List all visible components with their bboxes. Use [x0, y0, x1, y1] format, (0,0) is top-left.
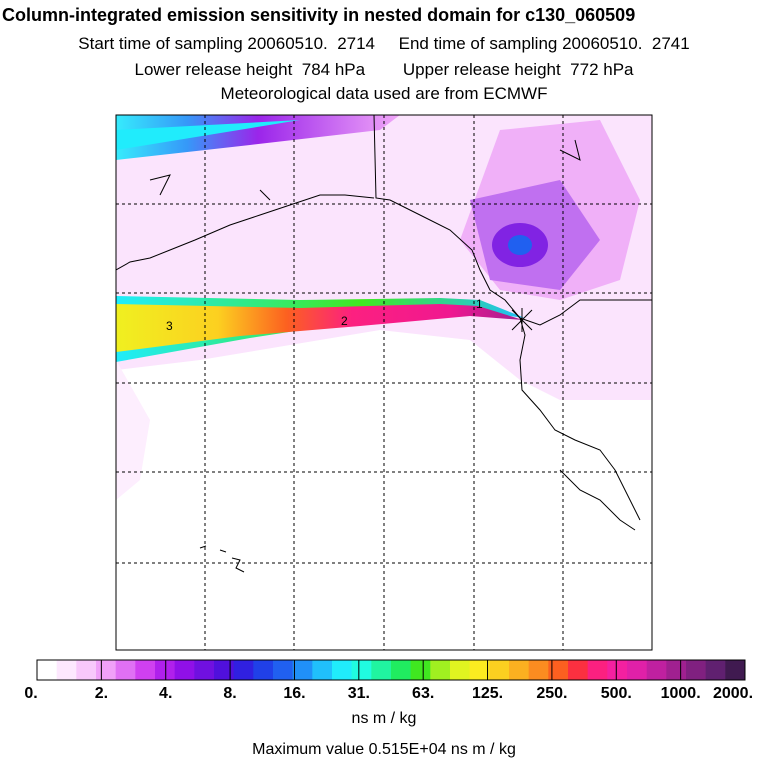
colorbar-swatch: [214, 660, 235, 680]
colorbar-swatch: [76, 660, 97, 680]
contour-label-3: 3: [166, 319, 173, 333]
receptor-x-marker: [511, 308, 533, 332]
colorbar-swatch: [155, 660, 176, 680]
colorbar-swatch: [646, 660, 667, 680]
colorbar-tick-label: 8.: [223, 685, 237, 702]
colorbar-swatch: [469, 660, 490, 680]
met-data-source: Meteorological data used are from ECMWF: [220, 84, 548, 103]
colorbar: [37, 660, 746, 680]
colorbar-swatch: [450, 660, 471, 680]
colorbar-swatch: [528, 660, 549, 680]
contour-label-2: 2: [341, 314, 348, 328]
colorbar-swatch: [371, 660, 392, 680]
colorbar-swatch: [725, 660, 746, 680]
colorbar-swatch: [587, 660, 608, 680]
colorbar-tick-label: 125.: [471, 685, 504, 702]
colorbar-swatch: [194, 660, 215, 680]
colorbar-swatch: [430, 660, 451, 680]
colorbar-tick-label: 500.: [600, 685, 632, 702]
colorbar-frame: [36, 659, 746, 681]
colorbar-tick-label: 4.: [159, 685, 173, 702]
colorbar-swatch: [548, 660, 569, 680]
colorbar-swatch: [410, 660, 431, 680]
colorbar-tick-label: 31.: [347, 685, 370, 702]
colorbar-swatch: [509, 660, 530, 680]
colorbar-swatch: [607, 660, 628, 680]
colorbar-swatch: [37, 660, 58, 680]
contour-label-1: 1: [476, 297, 483, 311]
colorbar-tick-label: 16.: [283, 685, 306, 702]
colorbar-swatch: [705, 660, 726, 680]
plot-title: Column-integrated emission sensitivity i…: [2, 5, 636, 25]
colorbar-tick-label: 2000.: [712, 685, 754, 702]
colorbar-swatch: [391, 660, 412, 680]
colorbar-swatch: [292, 660, 313, 680]
colorbar-tick-label: 0.: [24, 685, 38, 702]
colorbar-swatch: [627, 660, 648, 680]
colorbar-swatch: [686, 660, 707, 680]
colorbar-swatch: [489, 660, 510, 680]
colorbar-swatch: [568, 660, 589, 680]
colorbar-tick-label: 63.: [412, 685, 435, 702]
colorbar-swatch: [312, 660, 333, 680]
colorbar-swatch: [233, 660, 254, 680]
colorbar-swatch: [115, 660, 136, 680]
colorbar-tick-label: 1000.: [660, 685, 701, 702]
colorbar-swatch: [332, 660, 353, 680]
colorbar-swatch: [135, 660, 156, 680]
colorbar-tick-label: 250.: [536, 685, 568, 702]
lat-lon-grid: [116, 115, 652, 650]
colorbar-swatch: [96, 660, 117, 680]
colorbar-unit: ns m / kg: [351, 710, 417, 727]
colorbar-swatch: [56, 660, 77, 680]
sampling-times: Start time of sampling 20060510. 2714 En…: [78, 34, 690, 53]
maximum-value: Maximum value 0.515E+04 ns m / kg: [252, 741, 516, 758]
colorbar-tick-label: 2.: [94, 685, 109, 702]
colorbar-swatch: [253, 660, 274, 680]
colorbar-swatch: [666, 660, 687, 680]
colorbar-swatch: [174, 660, 195, 680]
release-heights: Lower release height 784 hPa Upper relea…: [134, 60, 634, 79]
colorbar-swatch: [351, 660, 372, 680]
map-frame: [115, 114, 653, 651]
colorbar-swatch: [273, 660, 294, 680]
